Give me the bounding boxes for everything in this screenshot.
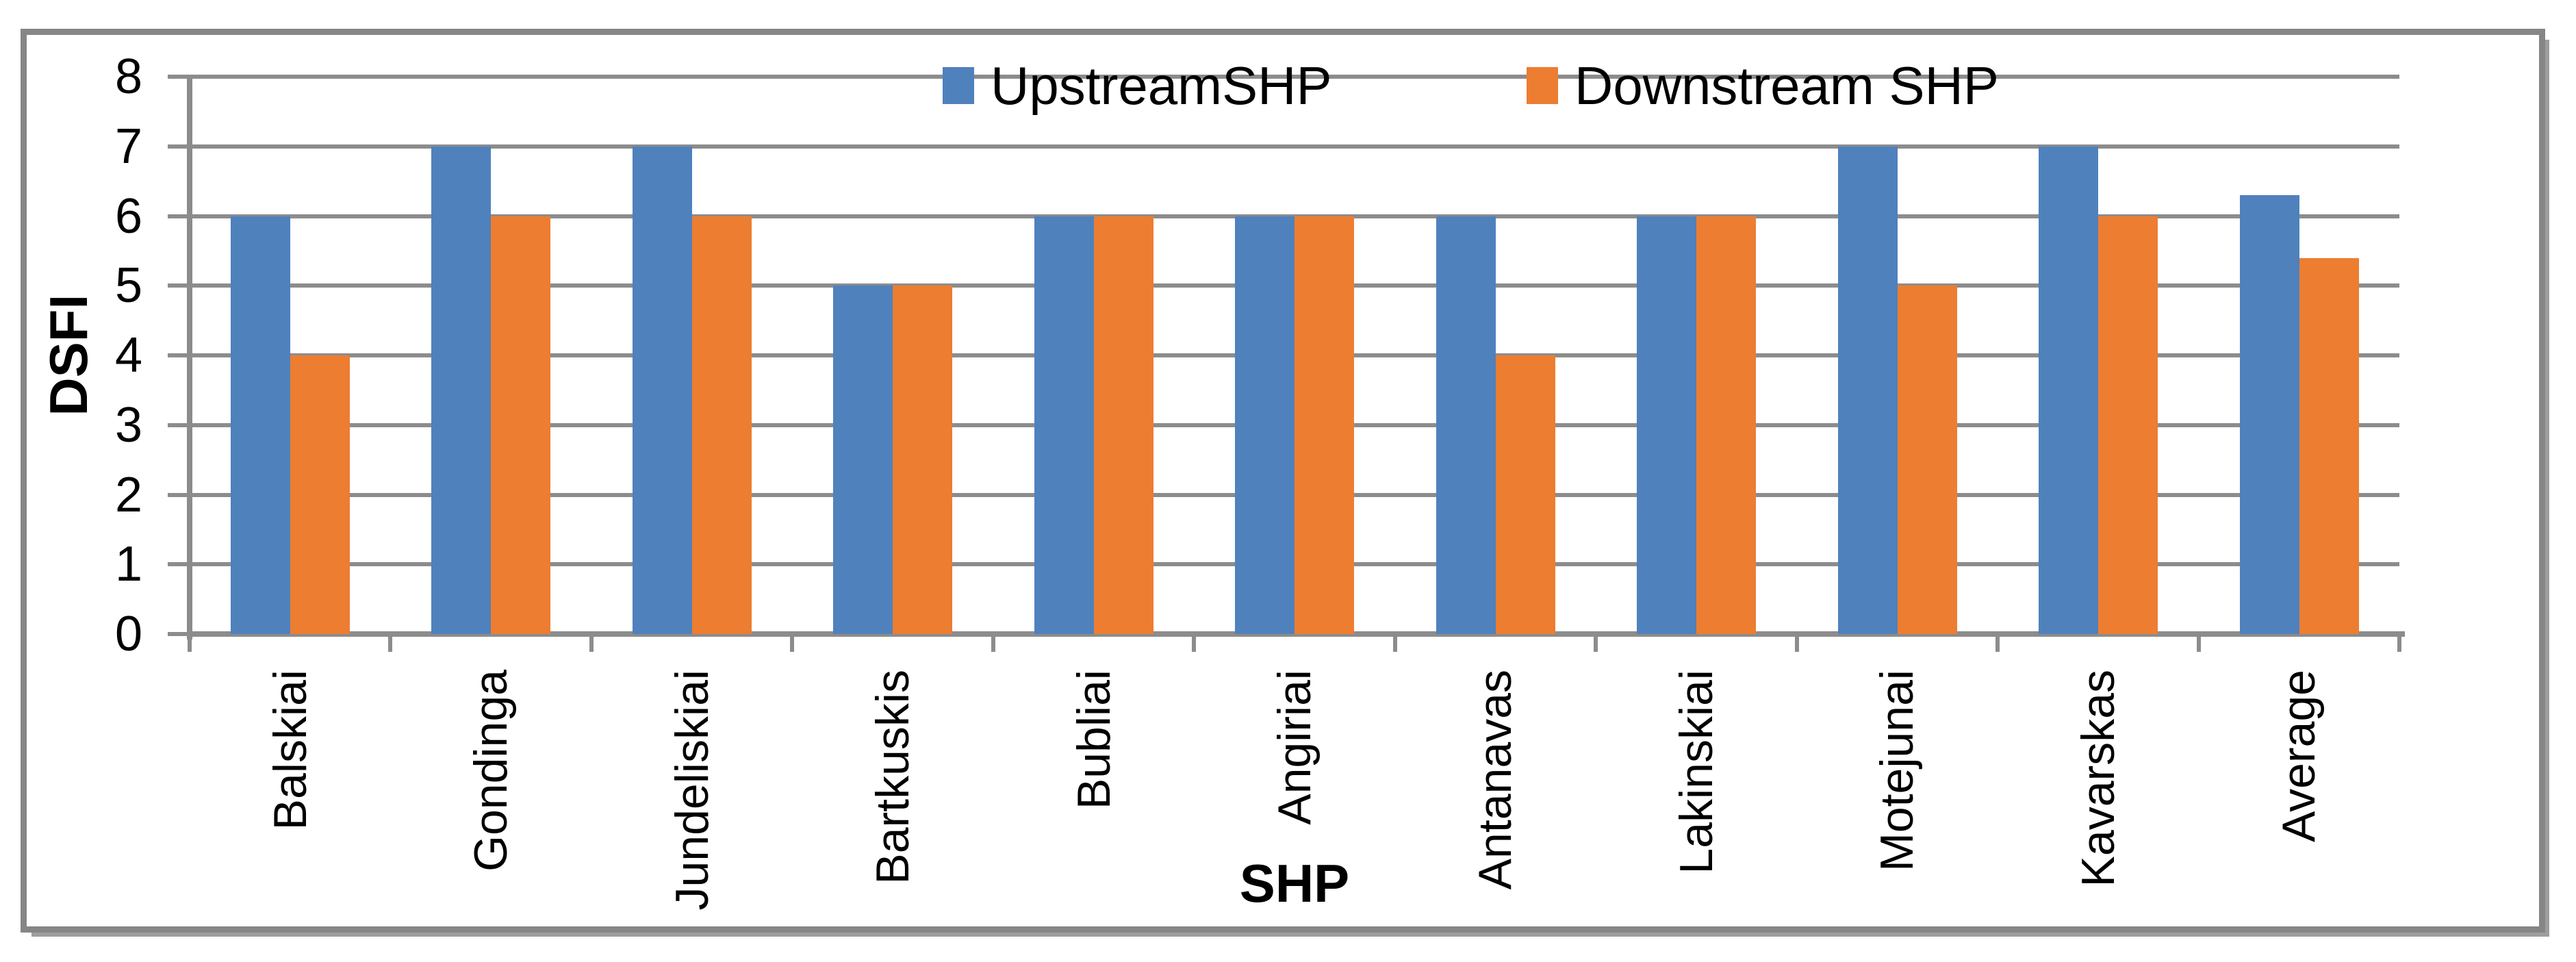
y-axis-title-box: DSFI	[27, 77, 110, 634]
bar-downstream-angiriai	[1295, 216, 1355, 634]
y-tick	[168, 353, 190, 357]
bar-upstream-kavarskas	[2039, 146, 2099, 634]
bar-upstream-antanavas	[1436, 216, 1496, 634]
x-tick	[991, 634, 995, 652]
bar-upstream-bartkuskis	[833, 286, 893, 634]
legend-item-downstream: Downstream SHP	[1527, 55, 1999, 116]
x-tick	[2397, 634, 2401, 652]
bar-upstream-bubliai	[1034, 216, 1094, 634]
x-axis-line	[187, 631, 2405, 637]
y-tick-label: 8	[114, 49, 142, 104]
bar-upstream-lakinskiai	[1637, 216, 1697, 634]
y-tick-label: 5	[114, 258, 142, 314]
y-tick-label: 1	[114, 537, 142, 592]
y-tick	[168, 214, 190, 218]
x-tick	[589, 634, 594, 652]
x-tick	[1794, 634, 1799, 652]
bar-downstream-antanavas	[1495, 355, 1555, 634]
y-tick-label: 6	[114, 188, 142, 244]
x-tick	[1995, 634, 2000, 652]
x-axis-title: SHP	[1239, 853, 1350, 913]
x-tick	[188, 634, 192, 652]
y-axis-line	[187, 77, 192, 640]
y-tick-label: 0	[114, 607, 142, 661]
y-tick-label: 7	[114, 118, 142, 174]
x-tick	[388, 634, 393, 652]
gridline	[190, 75, 2399, 79]
y-tick	[168, 422, 190, 427]
y-tick	[168, 632, 190, 636]
bar-downstream-jundeliskiai	[691, 216, 752, 634]
legend-label-downstream: Downstream SHP	[1574, 55, 1999, 116]
bar-downstream-bartkuskis	[893, 286, 953, 634]
y-tick	[168, 283, 190, 288]
x-tick	[1192, 634, 1197, 652]
y-tick-label: 3	[114, 397, 142, 453]
bar-upstream-jundeliskiai	[632, 146, 692, 634]
bar-upstream-angiriai	[1235, 216, 1295, 634]
bar-downstream-balskiai	[290, 355, 350, 634]
y-axis-title: DSFI	[38, 294, 99, 416]
y-tick	[168, 144, 190, 149]
y-tick	[168, 562, 190, 567]
y-tick	[168, 492, 190, 497]
x-tick	[1594, 634, 1598, 652]
bar-upstream-balskiai	[231, 216, 290, 634]
bar-upstream-motejunai	[1837, 146, 1898, 634]
bar-upstream-average	[2239, 194, 2299, 634]
bar-downstream-motejunai	[1897, 286, 1957, 634]
legend-label-upstream: UpstreamSHP	[991, 55, 1332, 116]
legend-swatch-downstream	[1527, 67, 1558, 104]
y-tick-label: 4	[114, 328, 142, 383]
legend-item-upstream: UpstreamSHP	[943, 55, 1332, 116]
bar-downstream-average	[2299, 257, 2359, 634]
x-tick	[790, 634, 795, 652]
legend-swatch-upstream	[943, 67, 974, 104]
gridline	[190, 144, 2399, 149]
y-tick	[168, 75, 190, 79]
bar-downstream-bubliai	[1093, 216, 1153, 634]
bar-upstream-gondinga	[431, 146, 492, 634]
y-tick-label: 2	[114, 467, 142, 522]
bar-downstream-kavarskas	[2098, 216, 2158, 634]
x-tick	[1392, 634, 1397, 652]
x-tick	[2196, 634, 2201, 652]
bar-downstream-lakinskiai	[1696, 216, 1757, 634]
bar-downstream-gondinga	[491, 216, 551, 634]
